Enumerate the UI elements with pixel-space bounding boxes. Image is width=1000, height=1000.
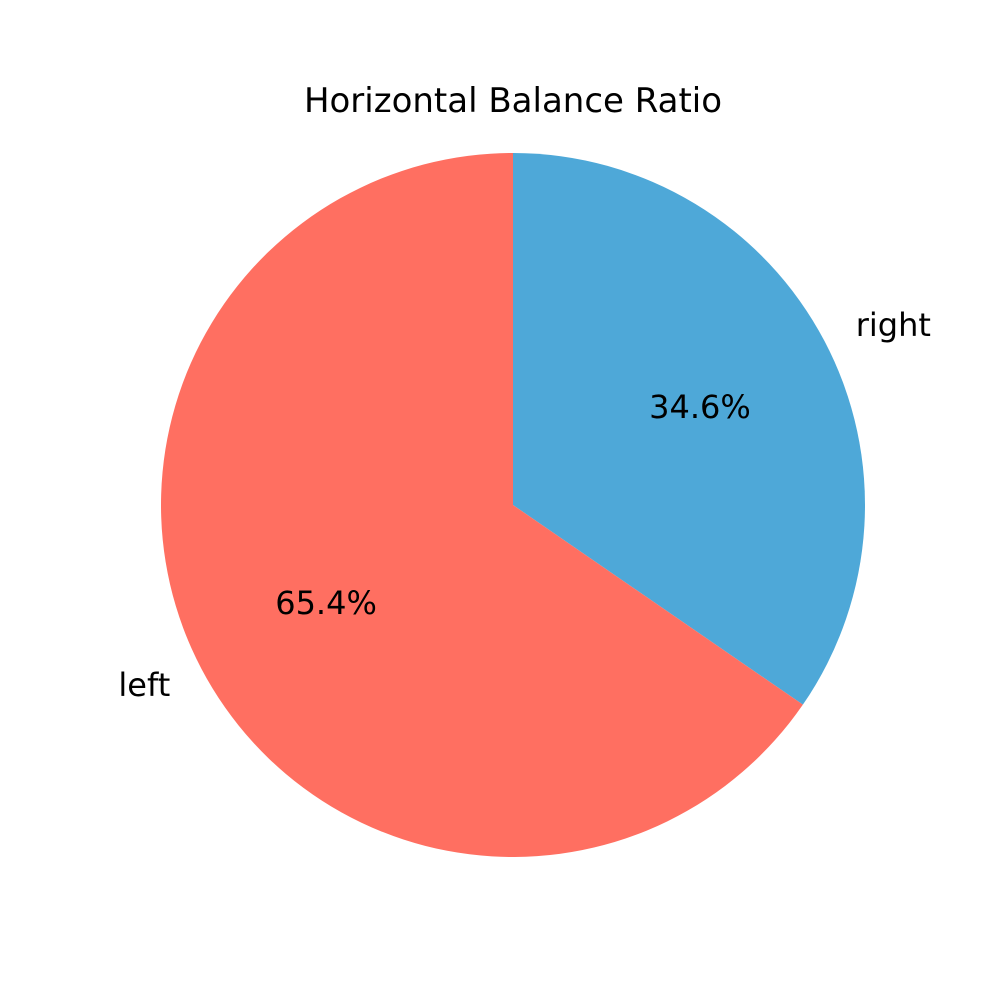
- pie-slices: [161, 153, 866, 857]
- pie-slice-right: [513, 153, 866, 705]
- chart-title: Horizontal Balance Ratio: [304, 81, 722, 121]
- slice-percent-label-right: 34.6%: [649, 388, 751, 426]
- slice-category-label-right: right: [856, 306, 931, 344]
- pie-slice-left: [161, 153, 803, 857]
- slice-percent-label-left: 65.4%: [275, 584, 377, 622]
- pie-labels: 34.6% right 65.4% left: [118, 306, 931, 704]
- slice-category-label-left: left: [118, 666, 170, 704]
